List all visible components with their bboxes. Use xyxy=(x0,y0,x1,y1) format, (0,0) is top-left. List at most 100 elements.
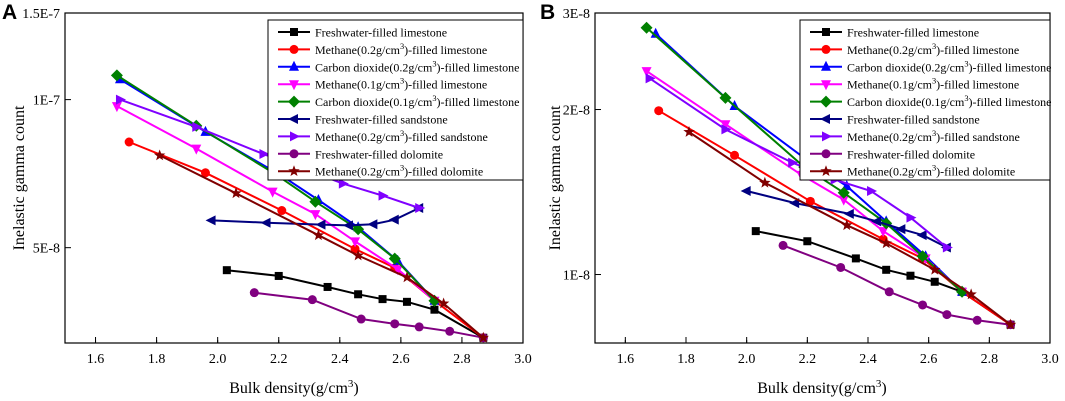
x-axis-title: Bulk density(g/cm3) xyxy=(757,378,886,397)
legend-label-main: Carbon dioxide(0.2g/cm xyxy=(315,60,433,74)
data-point xyxy=(259,149,270,160)
data-point xyxy=(367,219,378,230)
legend-label: Carbon dioxide(0.2g/cm3)-filled limeston… xyxy=(847,59,1051,74)
data-point xyxy=(1004,318,1017,330)
legend-label: Methane(0.2g/cm3)-filled dolomite xyxy=(315,164,483,179)
data-point xyxy=(230,187,242,199)
legend-box xyxy=(267,19,524,181)
x-tick-label: 1.8 xyxy=(677,352,695,367)
legend-label: Methane(0.2g/cm3)-filled limestone xyxy=(315,42,487,57)
legend-label: Methane(0.2g/cm3)-filled sandstone xyxy=(847,129,1020,144)
x-tick-label: 3.0 xyxy=(514,352,532,367)
series-line xyxy=(782,244,1011,326)
data-point xyxy=(110,69,123,82)
legend-label-main: Freshwater-filled dolomite xyxy=(315,147,443,161)
data-point xyxy=(654,106,664,116)
legend-label-end: )-filled limestone xyxy=(969,95,1052,109)
data-point xyxy=(843,208,854,219)
data-point xyxy=(392,265,403,276)
data-point xyxy=(191,144,202,155)
data-point xyxy=(942,310,952,320)
x-tick-label: 1.6 xyxy=(87,352,105,367)
legend-label-main: Freshwater-filled dolomite xyxy=(847,147,975,161)
data-point xyxy=(342,220,353,231)
data-point xyxy=(315,219,326,230)
data-point xyxy=(111,102,122,113)
panel-a: 1.6 1.8 2.0 2.2 2.4 2.6 2.8 3.0 5E-8 1E-7 1.5E-7 Fr… xyxy=(2,1,532,397)
legend-label-end: )-filled limestone xyxy=(969,60,1052,74)
data-point xyxy=(378,295,387,304)
data-point xyxy=(880,237,892,249)
legend-label-main: Methane(0.2g/cm xyxy=(315,43,401,57)
legend: Freshwater-filled limestone Methane(0.2g/… xyxy=(799,19,1051,181)
legend-marker xyxy=(820,95,832,108)
legend-label-main: Methane(0.1g/cm xyxy=(315,78,401,92)
data-point xyxy=(956,285,969,298)
data-point xyxy=(721,124,732,135)
series-5 xyxy=(205,203,424,231)
y-tick-label: 1E-7 xyxy=(33,94,60,109)
legend-marker xyxy=(290,28,298,36)
data-point xyxy=(312,229,325,241)
data-point xyxy=(388,214,399,225)
legend-label-end: )-filled limestone xyxy=(404,43,487,57)
y-tick-label: 2E-8 xyxy=(563,104,590,119)
x-tick-label: 2.0 xyxy=(738,352,756,367)
legend-marker xyxy=(821,44,831,54)
x-tick-label: 2.2 xyxy=(799,352,817,367)
series-line xyxy=(755,230,1012,326)
data-point xyxy=(645,73,656,84)
legend-label: Freshwater-filled sandstone xyxy=(847,113,980,127)
legend-label-end: )-filled sandstone xyxy=(936,130,1020,144)
x-tick-label: 2.0 xyxy=(209,352,227,367)
data-point xyxy=(884,287,894,297)
x-tick-label: 2.8 xyxy=(453,352,471,367)
legend-marker xyxy=(822,131,832,142)
legend-label: Methane(0.2g/cm3)-filled limestone xyxy=(847,42,1019,57)
series-8 xyxy=(153,149,490,343)
data-point xyxy=(350,244,360,254)
legend-label-sup: 3 xyxy=(432,94,436,103)
legend-label: Carbon dioxide(0.1g/cm3)-filled limeston… xyxy=(847,94,1051,109)
legend-label: Carbon dioxide(0.2g/cm3)-filled limeston… xyxy=(315,59,519,74)
legend-marker xyxy=(288,114,298,124)
data-point xyxy=(402,297,411,306)
y-tick-label: 3E-8 xyxy=(563,7,590,22)
legend-marker xyxy=(821,60,831,71)
legend-label-main: Carbon dioxide(0.1g/cm xyxy=(847,95,965,109)
data-point xyxy=(972,315,982,325)
x-axis-title-main: Bulk density(g/cm xyxy=(229,380,348,397)
data-point xyxy=(930,277,939,286)
x-tick-label: 2.2 xyxy=(270,352,288,367)
legend-label: Freshwater-filled limestone xyxy=(315,26,447,40)
data-point xyxy=(356,314,366,324)
legend-marker xyxy=(288,165,300,177)
legend-label: Freshwater-filled limestone xyxy=(847,26,979,40)
legend-label-sup: 3 xyxy=(964,59,968,68)
data-point xyxy=(200,168,210,178)
legend-label-end: )-filled limestone xyxy=(936,43,1019,57)
series-7 xyxy=(778,240,1016,330)
data-point xyxy=(929,263,941,275)
series-8 xyxy=(683,125,1017,330)
data-point xyxy=(740,186,751,197)
data-point xyxy=(192,121,203,132)
data-point xyxy=(354,290,363,299)
legend-label-end: )-filled limestone xyxy=(404,78,487,92)
legend-label-main: Methane(0.2g/cm xyxy=(847,165,933,179)
data-point xyxy=(836,262,846,272)
data-point xyxy=(942,242,953,253)
data-point xyxy=(350,237,361,248)
data-point xyxy=(477,331,490,343)
legend-marker xyxy=(822,28,830,36)
data-point xyxy=(352,249,364,261)
legend-marker xyxy=(289,60,299,71)
x-axis-title-end: ) xyxy=(353,380,358,397)
legend-label-main: Methane(0.1g/cm xyxy=(847,78,933,92)
data-point xyxy=(437,297,450,309)
legend-label-main: Methane(0.2g/cm xyxy=(847,43,933,57)
legend-marker xyxy=(288,95,300,108)
y-axis-title: Inelastic gamma count xyxy=(547,105,564,250)
legend-marker xyxy=(289,44,299,54)
data-point xyxy=(309,195,322,208)
